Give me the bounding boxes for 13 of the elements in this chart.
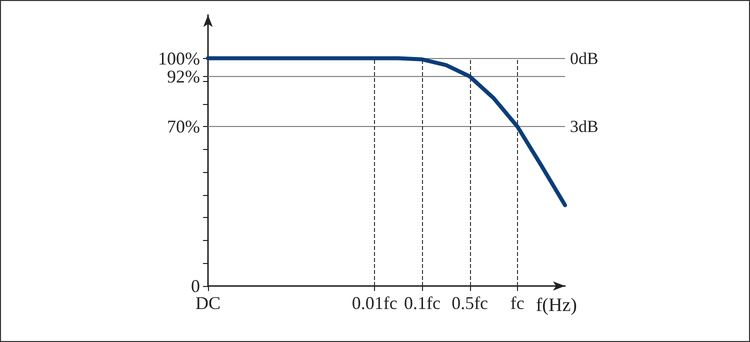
y-tick-label: 100% [158, 48, 200, 68]
x-tick-label: DC [195, 293, 221, 313]
ref-line-label: 0dB [570, 48, 598, 68]
x-tick-label: 0.1fc [404, 293, 440, 313]
y-tick-label: 92% [167, 66, 200, 86]
x-tick-label: 0.01fc [352, 293, 398, 313]
x-tick-label: fc [510, 293, 524, 313]
x-axis-title: f(Hz) [536, 295, 577, 316]
line-series [206, 56, 567, 208]
y-tick-label: 70% [167, 116, 200, 137]
ref-line-label: 3dB [570, 117, 598, 136]
y-tick-label: 0 [191, 276, 200, 296]
x-tick-label: 0.5fc [452, 293, 488, 313]
